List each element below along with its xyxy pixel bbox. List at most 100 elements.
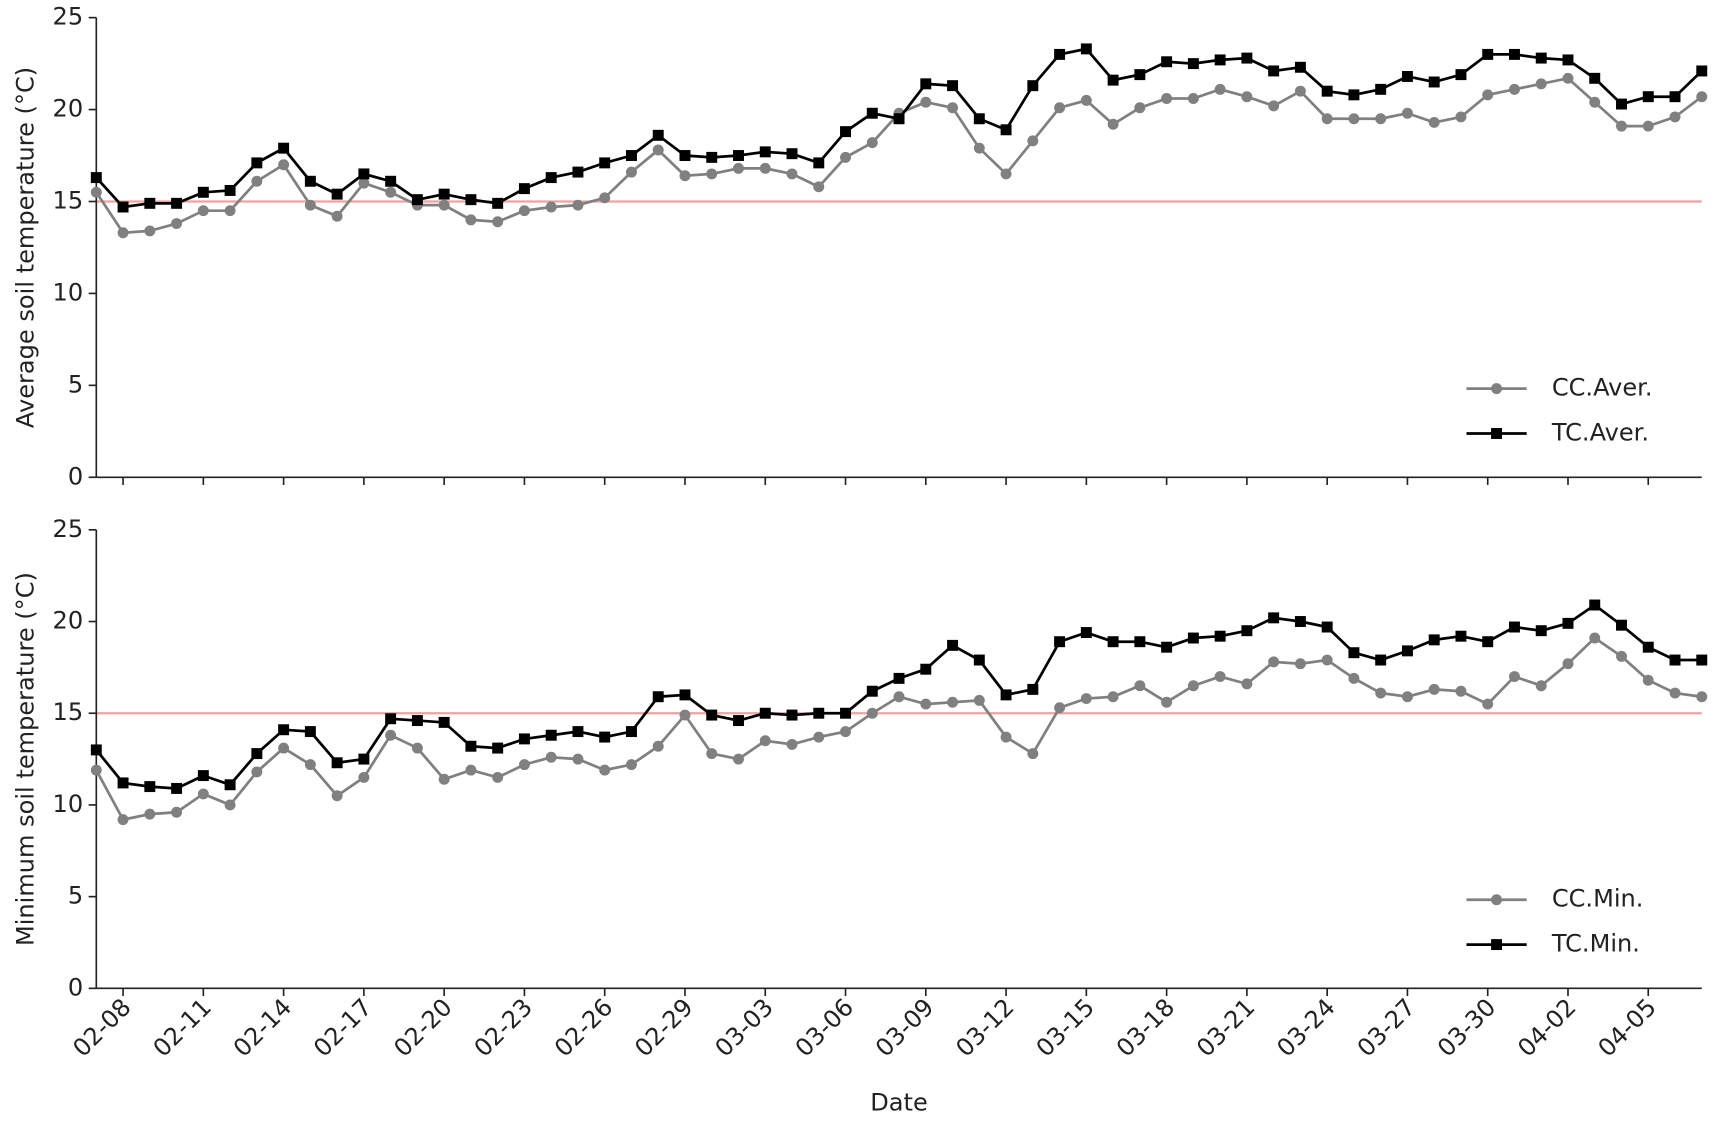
marker bbox=[304, 175, 316, 187]
marker bbox=[625, 726, 637, 738]
marker bbox=[171, 782, 183, 794]
x-tick-label: 02-29 bbox=[629, 993, 698, 1062]
marker bbox=[652, 144, 664, 156]
marker bbox=[1134, 102, 1146, 114]
marker bbox=[973, 654, 985, 666]
marker bbox=[1455, 685, 1467, 697]
marker bbox=[973, 142, 985, 154]
marker bbox=[1000, 689, 1012, 701]
marker bbox=[813, 157, 825, 169]
marker bbox=[1375, 83, 1387, 95]
marker bbox=[1491, 894, 1503, 906]
x-tick-label: 02-26 bbox=[549, 993, 618, 1062]
marker bbox=[1562, 617, 1574, 629]
marker bbox=[1268, 656, 1280, 668]
x-axis-label: Date bbox=[870, 1088, 928, 1116]
legend-label: CC.Min. bbox=[1552, 885, 1644, 913]
marker bbox=[759, 735, 771, 747]
marker bbox=[1616, 120, 1627, 132]
marker bbox=[492, 771, 504, 783]
marker bbox=[920, 96, 932, 108]
marker bbox=[171, 806, 183, 818]
marker bbox=[385, 729, 397, 741]
y-tick-label: 15 bbox=[53, 186, 84, 214]
marker bbox=[1642, 641, 1654, 653]
marker bbox=[465, 740, 477, 752]
marker bbox=[572, 726, 584, 738]
marker bbox=[545, 201, 557, 213]
marker bbox=[1589, 599, 1601, 611]
marker bbox=[545, 729, 557, 741]
marker bbox=[304, 726, 316, 738]
marker bbox=[1375, 113, 1387, 125]
y-tick-label: 5 bbox=[68, 882, 83, 910]
marker bbox=[733, 150, 744, 162]
marker bbox=[1491, 383, 1503, 395]
marker bbox=[786, 709, 798, 721]
marker bbox=[117, 777, 129, 789]
marker bbox=[599, 731, 611, 743]
y-tick-label: 0 bbox=[68, 973, 83, 1001]
marker bbox=[920, 78, 932, 90]
x-tick-label: 03-18 bbox=[1111, 993, 1180, 1062]
marker bbox=[518, 205, 530, 217]
marker bbox=[304, 199, 316, 211]
marker bbox=[1589, 632, 1601, 644]
marker bbox=[518, 733, 530, 745]
marker bbox=[1241, 625, 1253, 637]
marker bbox=[545, 172, 557, 184]
marker bbox=[1161, 56, 1173, 68]
y-tick-label: 10 bbox=[53, 790, 84, 818]
marker bbox=[411, 715, 423, 727]
marker bbox=[1428, 76, 1440, 88]
marker bbox=[866, 707, 878, 719]
marker bbox=[947, 696, 959, 708]
marker bbox=[572, 199, 584, 211]
marker bbox=[1107, 691, 1119, 703]
marker bbox=[1428, 683, 1440, 695]
marker bbox=[1508, 621, 1520, 633]
marker bbox=[625, 166, 637, 178]
marker bbox=[1054, 48, 1066, 60]
marker bbox=[813, 731, 825, 743]
marker bbox=[1241, 52, 1253, 64]
marker bbox=[1214, 671, 1226, 683]
marker bbox=[1455, 630, 1467, 642]
marker bbox=[465, 214, 477, 226]
marker bbox=[840, 151, 851, 163]
y-tick-label: 10 bbox=[53, 278, 84, 306]
y-tick-label: 20 bbox=[53, 607, 84, 635]
marker bbox=[465, 764, 477, 776]
y-tick-label: 5 bbox=[68, 370, 83, 398]
marker bbox=[117, 201, 129, 213]
marker bbox=[1642, 91, 1654, 103]
marker bbox=[1134, 69, 1146, 81]
marker bbox=[1562, 72, 1574, 84]
marker bbox=[947, 102, 959, 114]
marker bbox=[866, 685, 878, 697]
marker bbox=[786, 168, 798, 180]
marker bbox=[1428, 634, 1440, 646]
marker bbox=[331, 210, 343, 222]
marker bbox=[679, 689, 691, 701]
marker bbox=[652, 740, 664, 752]
marker bbox=[278, 159, 290, 171]
marker bbox=[224, 184, 236, 196]
x-tick-label: 03-30 bbox=[1432, 993, 1501, 1062]
marker bbox=[224, 205, 236, 217]
marker bbox=[893, 113, 905, 125]
marker bbox=[1107, 636, 1119, 648]
marker bbox=[545, 751, 557, 763]
marker bbox=[1348, 672, 1360, 684]
marker bbox=[1482, 636, 1494, 648]
marker bbox=[1642, 120, 1654, 132]
marker bbox=[1321, 654, 1333, 666]
marker bbox=[1348, 113, 1360, 125]
marker bbox=[331, 188, 343, 200]
marker bbox=[706, 709, 718, 721]
marker bbox=[385, 175, 397, 187]
marker bbox=[144, 197, 156, 209]
marker bbox=[1080, 627, 1092, 638]
marker bbox=[197, 205, 209, 217]
